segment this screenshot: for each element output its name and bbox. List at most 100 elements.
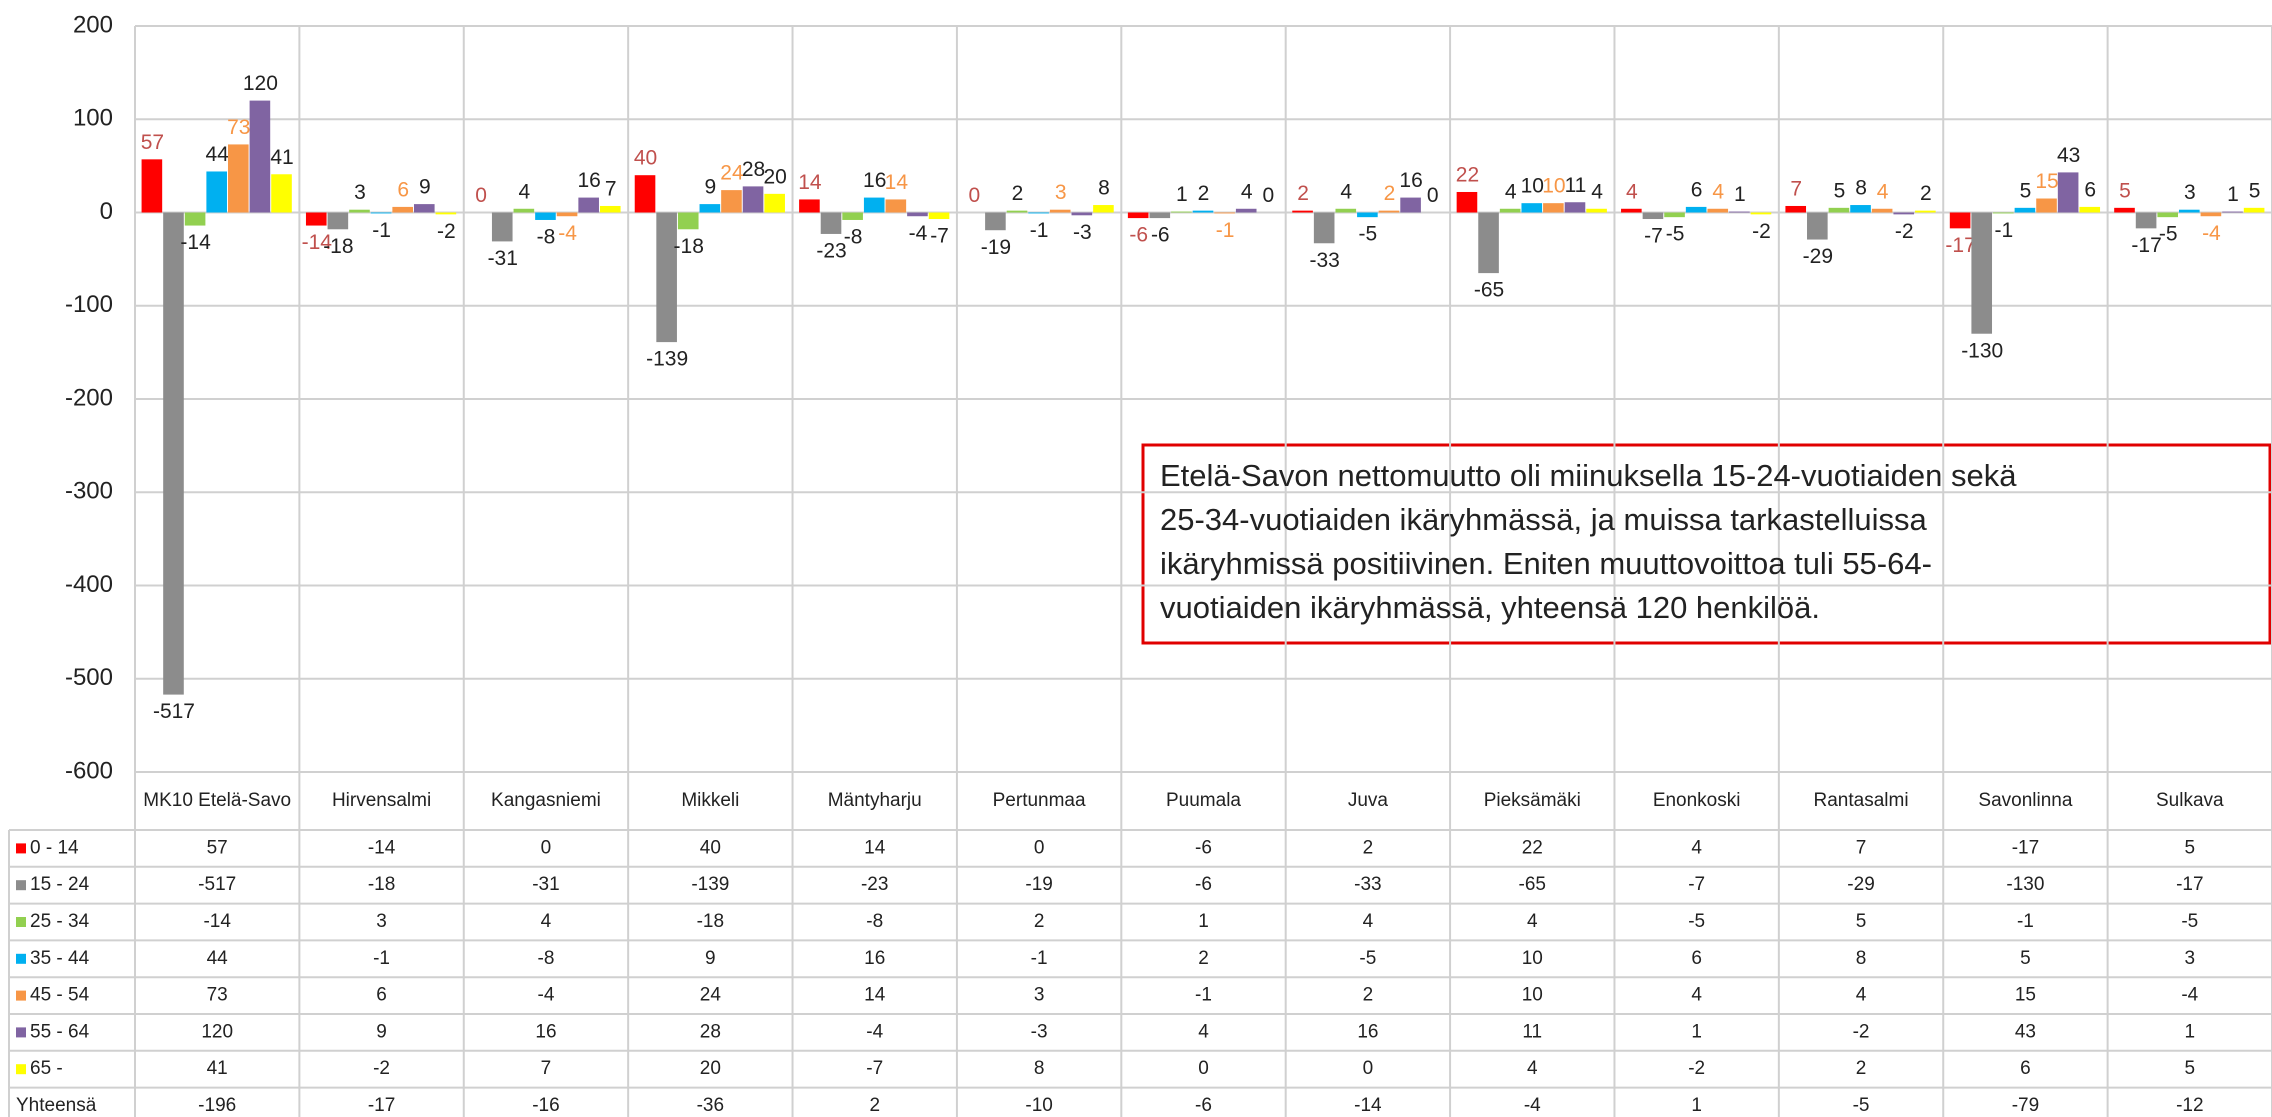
bar <box>1192 210 1214 213</box>
table-cell: -17 <box>2012 837 2039 858</box>
table-cell: -29 <box>1847 874 1874 895</box>
table-cell: 0 <box>1198 1058 1209 1079</box>
bar <box>141 159 163 213</box>
data-label: -65 <box>1474 279 1504 302</box>
table-cell: 16 <box>864 948 885 969</box>
bar <box>1400 197 1421 213</box>
data-label: 14 <box>798 171 822 194</box>
data-label: 3 <box>1055 181 1067 204</box>
bar <box>1313 212 1335 244</box>
data-label: 4 <box>1877 180 1889 203</box>
x-tick-label: Mikkeli <box>681 790 739 811</box>
table-cell: -7 <box>866 1058 883 1079</box>
bar <box>2157 212 2179 218</box>
data-label: -1 <box>1030 219 1049 242</box>
bar <box>392 206 413 213</box>
bar <box>842 212 863 220</box>
bar <box>699 204 721 213</box>
y-tick-label: -400 <box>65 571 113 598</box>
table-cell: 16 <box>1357 1021 1378 1042</box>
table-cell: -12 <box>2176 1095 2203 1116</box>
legend-key <box>16 843 26 854</box>
data-label: -17 <box>2131 234 2161 257</box>
bar <box>1127 212 1149 219</box>
annotation-text: ikäryhmissä positiivinen. Eniten muuttov… <box>1160 546 1932 581</box>
bar <box>2079 206 2101 213</box>
table-cell: -5 <box>2181 911 2198 932</box>
data-label: 57 <box>141 131 164 154</box>
bar <box>535 212 556 220</box>
data-label: -17 <box>1945 234 1975 257</box>
table-cell: -5 <box>1359 948 1376 969</box>
table-cell: 43 <box>2015 1021 2036 1042</box>
data-label: 16 <box>577 169 600 192</box>
table-cell: 11 <box>1522 1021 1542 1042</box>
table-cell: -517 <box>198 874 236 895</box>
bar <box>1171 211 1192 213</box>
table-cell: -8 <box>866 911 883 932</box>
table-cell: -1 <box>2017 911 2034 932</box>
bar <box>1521 203 1543 213</box>
bar <box>271 174 292 213</box>
bar <box>1729 211 1750 213</box>
table-cell: 4 <box>1691 837 1702 858</box>
bar <box>435 212 457 215</box>
data-label: 44 <box>206 143 230 166</box>
data-label: 1 <box>1176 183 1188 206</box>
legend-label: 65 - <box>30 1058 63 1079</box>
data-label: 22 <box>1456 164 1479 187</box>
data-label: 10 <box>1521 175 1544 198</box>
table-cell: 0 <box>541 837 552 858</box>
table-cell: 5 <box>2185 1058 2196 1079</box>
table-cell: 6 <box>376 985 387 1006</box>
bar <box>1028 212 1049 214</box>
y-tick-label: -600 <box>65 757 113 784</box>
data-label: 8 <box>1855 177 1867 200</box>
table-cell: -2 <box>373 1058 390 1079</box>
data-label: 6 <box>397 178 409 201</box>
data-label: 9 <box>705 176 717 199</box>
bar <box>2222 211 2243 213</box>
bar <box>2243 207 2265 213</box>
bar <box>413 204 435 213</box>
table-cell: 14 <box>864 837 886 858</box>
table-cell: 4 <box>1527 911 1538 932</box>
table-cell: 28 <box>700 1021 721 1042</box>
table-cell: 40 <box>700 837 721 858</box>
table-cell: -196 <box>198 1095 236 1116</box>
data-label: 11 <box>1565 174 1587 197</box>
data-label: 0 <box>1427 184 1439 207</box>
bar <box>1664 212 1685 218</box>
x-tick-label: Mäntyharju <box>828 790 922 811</box>
legend-key <box>16 1027 26 1038</box>
data-label: 4 <box>1505 180 1517 203</box>
bar <box>1586 208 1607 213</box>
table-cell: -14 <box>1354 1095 1382 1116</box>
bar <box>184 212 206 226</box>
data-label: -7 <box>1644 225 1663 248</box>
table-cell: 73 <box>207 985 228 1006</box>
annotation-text: Etelä-Savon nettomuutto oli miinuksella … <box>1160 458 2017 493</box>
x-tick-label: Hirvensalmi <box>332 790 431 811</box>
data-label: 0 <box>475 184 487 207</box>
y-tick-label: -200 <box>65 384 113 411</box>
table-cell: -31 <box>532 874 559 895</box>
bar <box>2114 207 2135 213</box>
table-cell: -79 <box>2012 1095 2039 1116</box>
legend-key <box>16 953 26 964</box>
table-cell: 2 <box>1363 837 1374 858</box>
table-cell: -4 <box>2181 985 2198 1006</box>
table-cell: 2 <box>869 1095 880 1116</box>
y-tick-label: 100 <box>73 105 113 132</box>
data-label: 4 <box>1241 180 1253 203</box>
bar <box>1915 210 1936 213</box>
table-cell: -16 <box>532 1095 559 1116</box>
table-cell: 8 <box>1856 948 1867 969</box>
legend-label: 25 - 34 <box>30 911 90 932</box>
table-cell: 3 <box>1034 985 1045 1006</box>
table-cell: 8 <box>1034 1058 1045 1079</box>
table-cell: 1 <box>1691 1095 1702 1116</box>
data-label: 5 <box>1834 179 1846 202</box>
bar <box>1564 202 1586 213</box>
